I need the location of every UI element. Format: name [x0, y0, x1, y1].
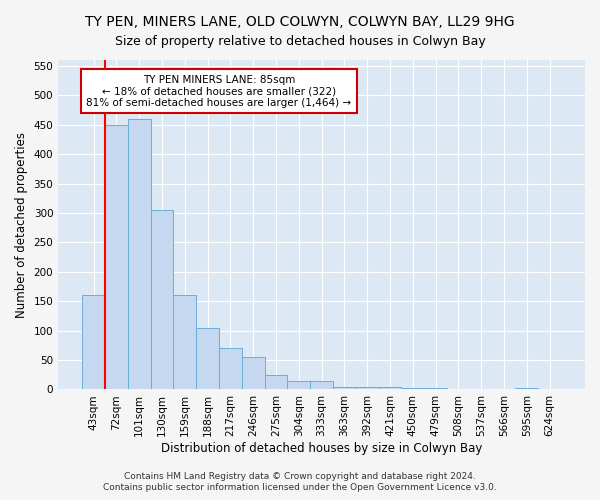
Text: Contains HM Land Registry data © Crown copyright and database right 2024.
Contai: Contains HM Land Registry data © Crown c…	[103, 472, 497, 492]
Bar	[287, 380, 310, 390]
Bar	[401, 388, 424, 390]
Bar	[310, 380, 333, 390]
Bar	[470, 389, 493, 390]
Bar	[379, 386, 401, 390]
Bar	[82, 296, 105, 390]
Text: TY PEN MINERS LANE: 85sqm
← 18% of detached houses are smaller (322)
81% of semi: TY PEN MINERS LANE: 85sqm ← 18% of detac…	[86, 74, 352, 108]
Bar	[447, 389, 470, 390]
Bar	[515, 388, 538, 390]
Bar	[173, 296, 196, 390]
Bar	[151, 210, 173, 390]
Bar	[242, 357, 265, 390]
Bar	[333, 386, 356, 390]
Bar	[424, 388, 447, 390]
Bar	[196, 328, 219, 390]
Bar	[356, 386, 379, 390]
Bar	[105, 124, 128, 390]
Bar	[265, 375, 287, 390]
Bar	[219, 348, 242, 390]
X-axis label: Distribution of detached houses by size in Colwyn Bay: Distribution of detached houses by size …	[161, 442, 482, 455]
Text: TY PEN, MINERS LANE, OLD COLWYN, COLWYN BAY, LL29 9HG: TY PEN, MINERS LANE, OLD COLWYN, COLWYN …	[85, 15, 515, 29]
Bar	[538, 389, 561, 390]
Y-axis label: Number of detached properties: Number of detached properties	[15, 132, 28, 318]
Text: Size of property relative to detached houses in Colwyn Bay: Size of property relative to detached ho…	[115, 35, 485, 48]
Bar	[128, 119, 151, 390]
Bar	[493, 389, 515, 390]
